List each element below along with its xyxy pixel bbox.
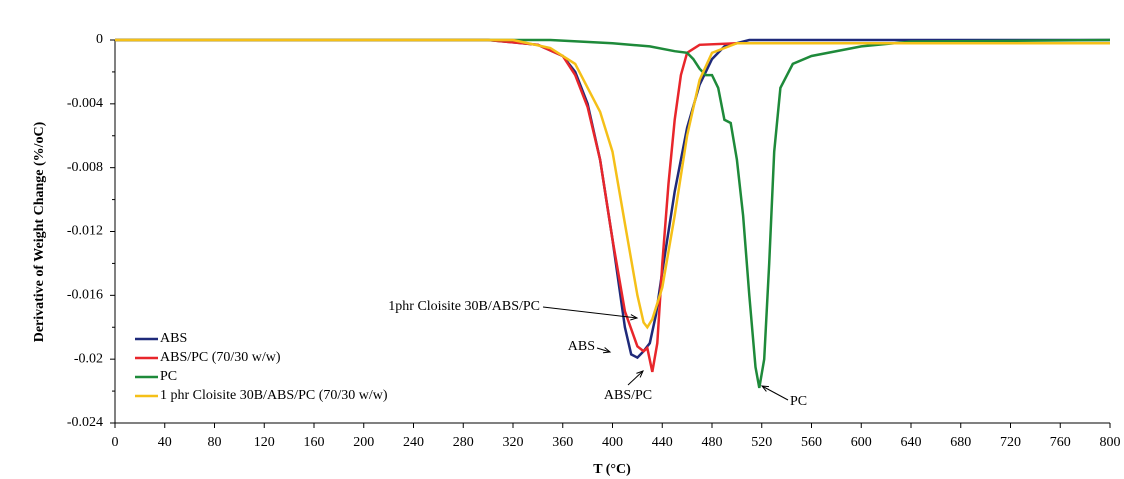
series-line bbox=[115, 38, 1110, 360]
x-tick-label: 240 bbox=[403, 435, 424, 450]
x-tick-label: 0 bbox=[112, 435, 119, 450]
x-tick-label: 480 bbox=[702, 435, 723, 450]
annotation: ABS bbox=[568, 339, 595, 354]
annotation-arrowhead bbox=[630, 314, 639, 321]
x-tick-label: 400 bbox=[602, 435, 623, 450]
x-tick-label: 520 bbox=[751, 435, 772, 450]
annotation-arrow bbox=[761, 385, 789, 401]
y-tick-label: 0 bbox=[96, 32, 103, 47]
legend-label: PC bbox=[160, 369, 177, 384]
x-tick-label: 440 bbox=[652, 435, 673, 450]
y-axis-label: Derivative of Weight Change (%/oC) bbox=[32, 121, 47, 342]
x-axis-label: T (°C) bbox=[593, 462, 631, 477]
series-line bbox=[115, 38, 1110, 373]
annotation-arrow bbox=[542, 306, 638, 319]
x-tick-label: 360 bbox=[552, 435, 573, 450]
y-tick-label: -0.02 bbox=[74, 351, 103, 366]
annotation-arrow bbox=[627, 370, 644, 386]
x-tick-label: 760 bbox=[1050, 435, 1071, 450]
x-tick-label: 600 bbox=[851, 435, 872, 450]
legend-label: ABS/PC (70/30 w/w) bbox=[160, 350, 281, 365]
y-tick-label: -0.012 bbox=[67, 224, 103, 239]
x-tick-label: 40 bbox=[158, 435, 172, 450]
y-tick-label: -0.024 bbox=[67, 415, 103, 430]
annotation: ABS/PC bbox=[604, 388, 652, 403]
x-tick-label: 720 bbox=[1000, 435, 1021, 450]
x-tick-label: 560 bbox=[801, 435, 822, 450]
x-tick-label: 640 bbox=[901, 435, 922, 450]
x-tick-label: 680 bbox=[950, 435, 971, 450]
series-line bbox=[115, 38, 1110, 330]
x-tick-label: 200 bbox=[353, 435, 374, 450]
annotation-arrowhead bbox=[602, 347, 612, 354]
x-tick-label: 320 bbox=[503, 435, 524, 450]
annotation-arrowhead bbox=[760, 385, 770, 392]
x-tick-label: 120 bbox=[254, 435, 275, 450]
annotation: 1phr Cloisite 30B/ABS/PC bbox=[388, 299, 540, 314]
x-tick-label: 800 bbox=[1100, 435, 1121, 450]
annotation: PC bbox=[790, 394, 807, 409]
x-tick-label: 160 bbox=[304, 435, 325, 450]
annotation-arrowhead bbox=[636, 370, 644, 378]
y-tick-label: -0.016 bbox=[67, 288, 103, 303]
annotation-arrow bbox=[596, 347, 611, 353]
y-tick-label: -0.008 bbox=[67, 160, 103, 175]
y-tick-label: -0.004 bbox=[67, 96, 103, 111]
x-tick-label: 280 bbox=[453, 435, 474, 450]
legend-label: ABS bbox=[160, 331, 187, 346]
series-line bbox=[115, 38, 1111, 389]
legend-label: 1 phr Cloisite 30B/ABS/PC (70/30 w/w) bbox=[160, 388, 388, 403]
x-tick-label: 80 bbox=[208, 435, 222, 450]
